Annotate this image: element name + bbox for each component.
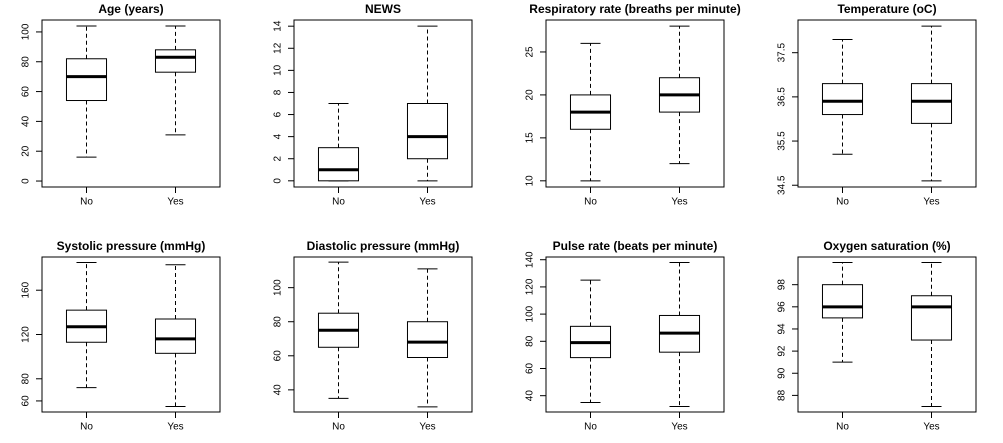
box — [406, 103, 449, 160]
x-tick-label: Yes — [419, 422, 435, 433]
plot-frame — [797, 256, 977, 413]
x-tick-label: Yes — [671, 197, 687, 208]
y-tick-label: 40 — [21, 115, 32, 127]
chart-title: Temperature (oC) — [837, 2, 936, 16]
plot-frame — [545, 19, 725, 188]
y-tick-label: 34.5 — [777, 175, 788, 195]
plot-frame — [41, 19, 221, 188]
x-tick-label: No — [332, 422, 345, 433]
box — [821, 83, 864, 116]
plot-frame — [293, 256, 473, 413]
box — [910, 295, 953, 341]
box — [154, 49, 197, 73]
y-tick-label: 10 — [525, 175, 536, 187]
x-tick-label: No — [80, 197, 93, 208]
y-tick-label: 40 — [525, 390, 536, 402]
y-tick-label: 6 — [273, 111, 284, 117]
y-tick-label: 4 — [273, 133, 284, 139]
y-tick-label: 120 — [21, 326, 32, 343]
x-tick-label: No — [584, 422, 597, 433]
x-tick-label: No — [836, 197, 849, 208]
chart-title: Diastolic pressure (mmHg) — [307, 239, 460, 253]
y-tick-label: 120 — [525, 278, 536, 295]
y-tick-label: 90 — [777, 367, 788, 379]
y-tick-label: 88 — [777, 389, 788, 401]
y-tick-label: 2 — [273, 156, 284, 162]
y-tick-label: 94 — [777, 323, 788, 335]
x-tick-label: No — [332, 197, 345, 208]
y-tick-label: 14 — [273, 20, 284, 32]
y-tick-label: 96 — [777, 301, 788, 313]
y-tick-label: 98 — [777, 279, 788, 291]
y-tick-label: 80 — [21, 373, 32, 385]
box — [317, 147, 360, 182]
y-tick-label: 20 — [525, 89, 536, 101]
plot-frame — [293, 19, 473, 188]
y-tick-label: 25 — [525, 46, 536, 58]
y-tick-label: 60 — [273, 350, 284, 362]
x-tick-label: Yes — [671, 422, 687, 433]
chart-title: Pulse rate (beats per minute) — [553, 239, 718, 253]
y-tick-label: 160 — [21, 281, 32, 298]
y-tick-label: 20 — [21, 145, 32, 157]
y-tick-label: 80 — [525, 335, 536, 347]
x-tick-label: Yes — [923, 197, 939, 208]
x-tick-label: Yes — [167, 422, 183, 433]
x-tick-label: No — [584, 197, 597, 208]
y-tick-label: 8 — [273, 89, 284, 95]
y-tick-label: 92 — [777, 345, 788, 357]
y-tick-label: 37.5 — [777, 43, 788, 63]
y-tick-label: 60 — [525, 362, 536, 374]
plot-frame — [545, 256, 725, 413]
box — [406, 321, 449, 358]
y-tick-label: 100 — [273, 279, 284, 296]
y-tick-label: 0 — [273, 178, 284, 184]
y-tick-label: 36.5 — [777, 87, 788, 107]
chart-title: Respiratory rate (breaths per minute) — [529, 2, 740, 16]
box — [910, 83, 953, 124]
x-tick-label: Yes — [419, 197, 435, 208]
y-tick-label: 80 — [21, 56, 32, 68]
chart-title: NEWS — [365, 2, 401, 16]
box — [65, 58, 108, 102]
y-tick-label: 12 — [273, 42, 284, 54]
y-tick-label: 100 — [21, 23, 32, 40]
x-tick-label: Yes — [923, 422, 939, 433]
y-tick-label: 140 — [525, 251, 536, 268]
plot-frame — [797, 19, 977, 188]
chart-title: Oxygen saturation (%) — [823, 239, 950, 253]
x-tick-label: Yes — [167, 197, 183, 208]
chart-title: Age (years) — [98, 2, 163, 16]
y-tick-label: 15 — [525, 132, 536, 144]
y-tick-label: 60 — [21, 86, 32, 98]
y-tick-label: 60 — [21, 395, 32, 407]
y-tick-label: 0 — [21, 178, 32, 184]
y-tick-label: 80 — [273, 316, 284, 328]
x-tick-label: No — [80, 422, 93, 433]
box — [154, 318, 197, 354]
y-tick-label: 100 — [525, 305, 536, 322]
x-tick-label: No — [836, 422, 849, 433]
y-tick-label: 10 — [273, 64, 284, 76]
y-tick-label: 40 — [273, 384, 284, 396]
y-tick-label: 35.5 — [777, 131, 788, 151]
chart-title: Systolic pressure (mmHg) — [57, 239, 206, 253]
box — [821, 284, 864, 319]
